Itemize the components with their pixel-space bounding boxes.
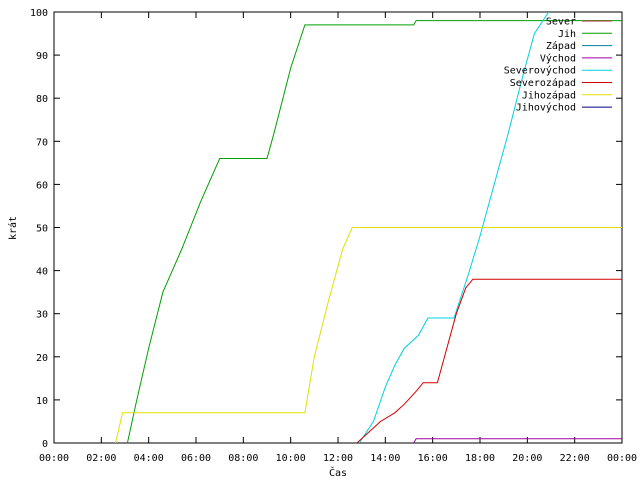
series-line (126, 20, 622, 443)
y-tick-label: 30 (36, 310, 48, 321)
x-tick-label: 20:00 (512, 453, 542, 464)
x-axis-title: Čas (329, 466, 347, 479)
y-tick-label: 0 (42, 439, 48, 450)
series-line (356, 278, 622, 443)
x-tick-label: 18:00 (465, 453, 495, 464)
legend-label: Západ (546, 40, 576, 52)
legend-label: Východ (540, 52, 576, 64)
x-tick-label: 00:00 (39, 453, 69, 464)
y-tick-label: 80 (36, 94, 48, 105)
legend-label: Sever (546, 17, 576, 28)
series-line (413, 438, 622, 443)
y-tick-label: 10 (36, 396, 48, 407)
x-tick-label: 08:00 (228, 453, 258, 464)
x-axis: 00:00 02:00 04:00 06:00 08:00 10:00 12:00 14:00… (39, 12, 637, 464)
y-tick-label: 40 (36, 267, 48, 278)
series-line (358, 12, 550, 443)
y-tick-label: 100 (30, 8, 48, 19)
x-tick-label: 02:00 (86, 453, 116, 464)
series-line (115, 227, 622, 443)
x-tick-label: 04:00 (134, 453, 164, 464)
x-tick-label: 16:00 (418, 453, 448, 464)
x-tick-label: 22:00 (560, 453, 590, 464)
legend-label: Jihozápad (522, 89, 576, 101)
y-tick-label: 70 (36, 137, 48, 148)
legend-label: Jih (558, 29, 576, 40)
y-tick-label: 90 (36, 51, 48, 62)
y-tick-label: 20 (36, 353, 48, 364)
y-tick-label: 50 (36, 224, 48, 235)
legend-label: Jihovýchod (516, 102, 576, 114)
y-tick-label: 60 (36, 180, 48, 191)
legend-label: Severovýchod (504, 65, 576, 77)
x-tick-label: 12:00 (323, 453, 353, 464)
legend-label: Severozápad (510, 77, 576, 89)
x-tick-label: 06:00 (181, 453, 211, 464)
y-axis: 0 10 20 30 40 50 60 70 80 90 100 (30, 8, 622, 450)
legend: SeverJihZápadVýchodSeverovýchodSeverozáp… (504, 17, 612, 114)
x-tick-label: 00:00 (607, 453, 637, 464)
x-tick-label: 10:00 (276, 453, 306, 464)
series-lines (115, 12, 622, 443)
x-tick-label: 14:00 (370, 453, 400, 464)
y-axis-title: krát (7, 216, 19, 240)
